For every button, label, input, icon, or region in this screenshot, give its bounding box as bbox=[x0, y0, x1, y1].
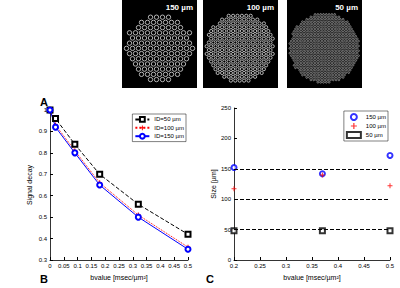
svg-text:0.35: 0.35 bbox=[141, 263, 153, 269]
svg-text:200: 200 bbox=[221, 135, 232, 141]
svg-text:0.3: 0.3 bbox=[39, 257, 48, 263]
svg-text:bvalue [msec/µm²]: bvalue [msec/µm²] bbox=[90, 274, 147, 282]
html-text:50 µm: 50 µm bbox=[335, 3, 358, 12]
svg-text:100: 100 bbox=[221, 196, 232, 202]
svg-text:0.5: 0.5 bbox=[184, 263, 193, 269]
svg-text:0: 0 bbox=[48, 263, 52, 269]
svg-text:100 µm: 100 µm bbox=[366, 123, 386, 129]
html-text:150 µm: 150 µm bbox=[165, 3, 193, 12]
svg-text:ID=100 µm: ID=100 µm bbox=[154, 125, 184, 131]
svg-text:0: 0 bbox=[227, 257, 231, 263]
svg-text:0.9: 0.9 bbox=[39, 128, 48, 134]
html-text:B: B bbox=[40, 273, 48, 285]
svg-text:ID=150 µm: ID=150 µm bbox=[154, 133, 184, 139]
svg-text:0.45: 0.45 bbox=[358, 263, 370, 269]
svg-text:0.4: 0.4 bbox=[334, 263, 343, 269]
svg-text:0.05: 0.05 bbox=[58, 263, 70, 269]
svg-text:0.6: 0.6 bbox=[39, 193, 48, 199]
svg-text:Size [µm]: Size [µm] bbox=[210, 169, 218, 198]
svg-text:0.3: 0.3 bbox=[282, 263, 291, 269]
svg-text:50: 50 bbox=[224, 226, 231, 233]
svg-text:0.5: 0.5 bbox=[39, 214, 48, 220]
svg-text:ID=50 µm: ID=50 µm bbox=[154, 116, 180, 122]
svg-text:250: 250 bbox=[221, 105, 232, 111]
svg-text:0.2: 0.2 bbox=[101, 263, 110, 269]
svg-text:Signal decay: Signal decay bbox=[26, 164, 34, 205]
svg-text:0.15: 0.15 bbox=[86, 263, 98, 269]
svg-text:150 µm: 150 µm bbox=[366, 114, 386, 120]
svg-text:0.8: 0.8 bbox=[39, 150, 48, 156]
html-text:A: A bbox=[40, 96, 48, 108]
html-text:C: C bbox=[206, 273, 214, 285]
svg-text:0.1: 0.1 bbox=[73, 263, 82, 269]
svg-text:0.5: 0.5 bbox=[386, 263, 395, 269]
svg-text:bvalue [msec/µm²]: bvalue [msec/µm²] bbox=[283, 274, 340, 282]
svg-text:0.2: 0.2 bbox=[230, 263, 239, 269]
svg-text:0.7: 0.7 bbox=[39, 171, 48, 177]
svg-text:0.25: 0.25 bbox=[113, 263, 125, 269]
svg-text:150: 150 bbox=[221, 166, 232, 172]
svg-text:0.45: 0.45 bbox=[168, 263, 180, 269]
svg-text:0.3: 0.3 bbox=[129, 263, 138, 269]
svg-text:50 µm: 50 µm bbox=[366, 132, 383, 138]
svg-text:0.4: 0.4 bbox=[156, 263, 165, 269]
svg-text:0.25: 0.25 bbox=[254, 263, 266, 269]
svg-text:0.35: 0.35 bbox=[306, 263, 318, 269]
html-text:100 µm: 100 µm bbox=[246, 3, 274, 12]
svg-text:0.4: 0.4 bbox=[39, 236, 48, 242]
